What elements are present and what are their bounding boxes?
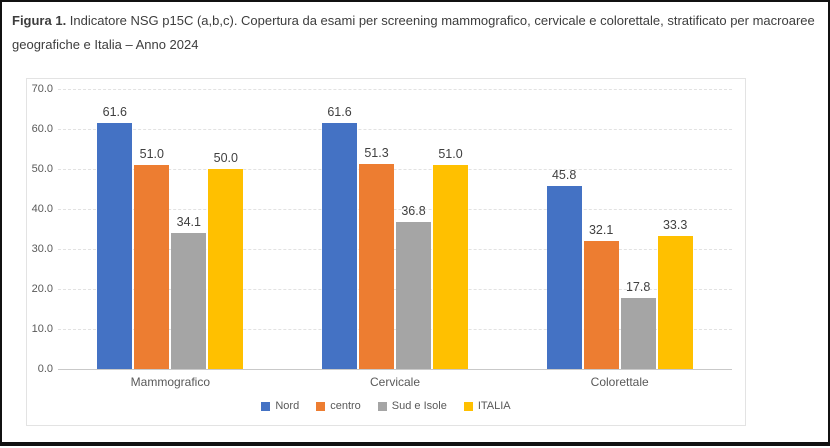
gridline (58, 129, 732, 130)
bar-nord (546, 185, 582, 369)
bar-centro (583, 240, 619, 369)
bar-value-label: 17.8 (625, 279, 651, 294)
x-axis-category-label: Colorettale (590, 375, 649, 389)
bar-sud-e-isole (171, 232, 207, 369)
y-axis-tick-label: 20.0 (31, 283, 53, 295)
legend-swatch-icon (377, 401, 387, 411)
gridline (58, 329, 732, 330)
x-axis: Mammografico Cervicale Colorettale (58, 375, 732, 389)
bar-sud-e-isole (396, 221, 431, 369)
y-axis-tick-label: 70.0 (31, 83, 53, 95)
bar-italia (208, 169, 244, 369)
bar-chart: 61.6 51.0 34.1 50.0 61.6 51.3 36.8 51.0 45.8 32.1… (26, 78, 746, 426)
bar-value-label: 51.0 (139, 147, 164, 161)
bar-value-label: 50.0 (213, 151, 238, 165)
bar-value-label: 61.6 (327, 104, 352, 119)
y-axis-tick-label: 10.0 (31, 323, 53, 335)
x-axis-category-label: Cervicale (370, 375, 421, 389)
legend-item-sud-e-isole: Sud e Isole (377, 400, 447, 412)
bar-group-cervicale: 61.6 51.3 36.8 51.0 (322, 89, 468, 369)
bar-value-label: 32.1 (588, 222, 614, 237)
legend-item-italia: ITALIA (463, 400, 511, 412)
legend-label: Sud e Isole (391, 400, 447, 412)
y-axis-tick-label: 60.0 (31, 123, 53, 135)
bar-value-label: 36.8 (401, 203, 426, 218)
gridline (58, 209, 732, 210)
figure-caption-label: Figura 1. (12, 13, 67, 28)
bar-centro (134, 165, 170, 369)
plot-area: 61.6 51.0 34.1 50.0 61.6 51.3 36.8 51.0 45.8 32.1… (58, 89, 732, 370)
bar-value-label: 33.3 (662, 217, 688, 232)
legend-item-centro: centro (316, 400, 361, 412)
y-axis-tick-label: 40.0 (31, 203, 53, 215)
gridline (58, 249, 732, 250)
legend-label: centro (330, 400, 361, 412)
y-axis-tick-label: 0.0 (37, 363, 53, 375)
figure-caption-text: Indicatore NSG p15C (a,b,c). Copertura d… (12, 13, 815, 52)
bar-group-colorettale: 45.8 32.1 17.8 33.3 (546, 89, 693, 369)
y-axis-tick-label: 50.0 (31, 163, 53, 175)
legend-label: ITALIA (477, 400, 511, 412)
bar-value-label: 51.0 (438, 147, 463, 161)
y-axis-tick-label: 30.0 (31, 243, 53, 255)
bar-value-label: 51.3 (364, 145, 389, 160)
figure-caption: Figura 1. Indicatore NSG p15C (a,b,c). C… (12, 9, 820, 57)
legend-swatch-icon (261, 401, 271, 411)
gridline (58, 289, 732, 290)
bar-group-mammografico: 61.6 51.0 34.1 50.0 (97, 89, 244, 369)
gridline (58, 369, 732, 370)
bar-sud-e-isole (620, 297, 656, 369)
gridline (58, 169, 732, 170)
bar-value-label: 45.8 (551, 167, 577, 182)
bar-value-label: 61.6 (102, 104, 127, 119)
bar-nord (97, 122, 133, 369)
legend-swatch-icon (463, 401, 473, 411)
legend-label: Nord (275, 400, 300, 412)
legend-swatch-icon (316, 401, 326, 411)
bar-italia (657, 235, 693, 369)
bar-italia (433, 165, 468, 369)
gridline (58, 89, 732, 90)
bar-value-label: 34.1 (176, 214, 201, 229)
x-axis-category-label: Mammografico (130, 375, 211, 389)
bar-nord (322, 122, 357, 369)
bar-centro (359, 163, 394, 369)
legend-item-nord: Nord (261, 400, 299, 412)
legend: Nord centro Sud e Isole ITALIA (27, 400, 745, 412)
